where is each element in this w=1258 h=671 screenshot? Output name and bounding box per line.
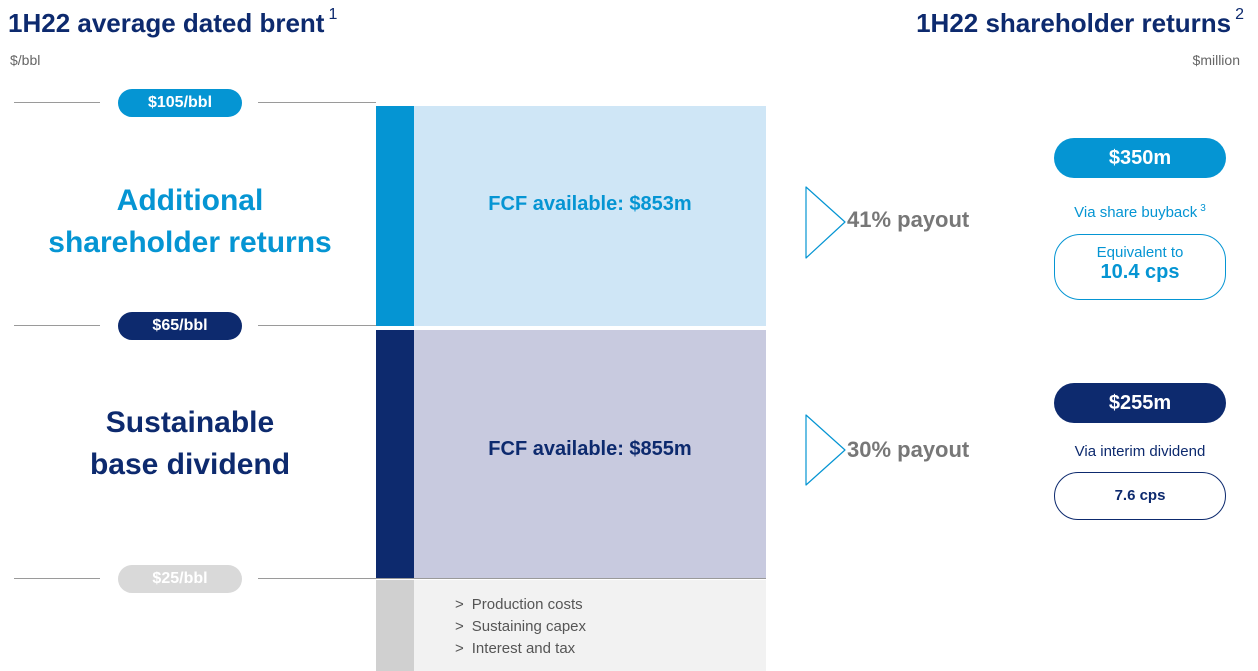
level-line (14, 325, 100, 326)
equiv-pill: 7.6 cps (1054, 472, 1226, 520)
tier-bar (376, 580, 414, 671)
line: base dividend (89, 448, 291, 481)
tier-bar (376, 330, 414, 578)
footnote: 1 (328, 6, 338, 23)
via: Via interim dividend (1074, 443, 1206, 460)
payout: 30% payout (847, 437, 970, 462)
bullet: > (455, 618, 464, 635)
amount-pill: $255m (1054, 383, 1226, 423)
tier-panel (414, 330, 766, 578)
tier-label: Additional shareholder returns (20, 180, 360, 264)
price-pill: $25/bbl (118, 565, 242, 593)
level-line (14, 102, 100, 103)
tier-bar (376, 106, 414, 326)
cost-text: Sustaining capex (471, 618, 587, 635)
tier-panel (414, 580, 766, 671)
equiv-line: 7.6 cps (1114, 487, 1166, 504)
via: Via share buyback 3 (1040, 203, 1240, 221)
line: Additional (116, 184, 264, 217)
tier-panel (414, 106, 766, 326)
fcf-text: FCF available: $855m (488, 438, 692, 460)
cost-text: Production costs (471, 596, 583, 613)
line: Sustainable (105, 406, 275, 439)
equiv-pill: Equivalent to 10.4 cps (1054, 234, 1226, 300)
title-text: 1H22 average dated brent (8, 8, 325, 38)
right-title: 1H22 shareholder returns 2 (916, 6, 1244, 39)
level-line (258, 325, 376, 326)
fcf-text: FCF available: $853m (488, 193, 692, 215)
arrows (805, 186, 846, 486)
footnote: 2 (1235, 6, 1244, 23)
title-text: 1H22 shareholder returns (916, 8, 1232, 38)
footnote: 3 (1200, 203, 1206, 214)
arrow (805, 186, 846, 259)
cost-item: > Sustaining capex (455, 618, 586, 635)
left-title: 1H22 average dated brent 1 (8, 6, 338, 39)
via-text: Via share buyback (1074, 204, 1198, 221)
equiv-line: 10.4 cps (1100, 261, 1180, 283)
cost-item: > Production costs (455, 596, 583, 613)
price-pill: $105/bbl (118, 89, 242, 117)
unit: $million (1192, 52, 1240, 68)
price-pill: $65/bbl (118, 312, 242, 340)
level-line (14, 578, 100, 579)
amount-pill: $350m (1054, 138, 1226, 178)
cost-item: > Interest and tax (455, 640, 575, 657)
bullet: > (455, 640, 464, 657)
unit: $/bbl (10, 52, 41, 68)
level-line (258, 578, 766, 579)
equiv-line: Equivalent to (1096, 244, 1184, 261)
bullet: > (455, 596, 464, 613)
cost-text: Interest and tax (471, 640, 576, 657)
tier-label: Sustainable base dividend (20, 402, 360, 486)
level-line (258, 102, 376, 103)
arrow (805, 414, 846, 486)
payout: 41% payout (847, 207, 970, 232)
line: shareholder returns (48, 226, 332, 259)
